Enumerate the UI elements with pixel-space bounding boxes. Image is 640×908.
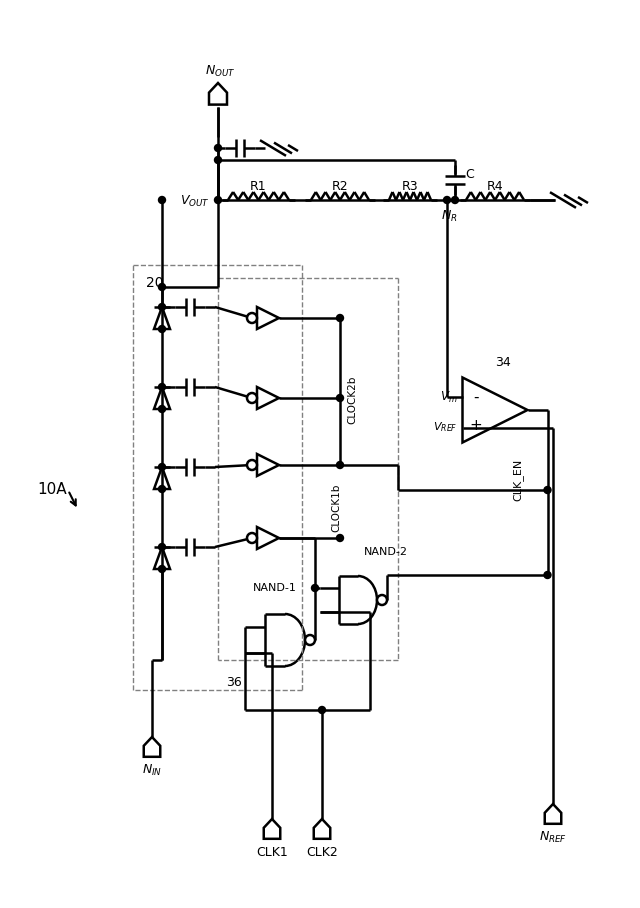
Circle shape [544,487,551,494]
Circle shape [337,394,344,401]
Text: CLOCK1b: CLOCK1b [331,484,341,532]
Circle shape [214,196,221,203]
Text: CLK2: CLK2 [306,845,338,858]
Text: $N_{IN}$: $N_{IN}$ [142,763,162,777]
Circle shape [159,406,166,412]
Text: CLK1: CLK1 [256,845,288,858]
Text: R3: R3 [402,180,419,192]
Circle shape [544,571,551,578]
Text: C: C [465,169,474,182]
Text: $N_{OUT}$: $N_{OUT}$ [205,64,236,79]
Text: CLOCK2b: CLOCK2b [347,376,357,424]
Circle shape [247,533,257,543]
Text: $V_m$: $V_m$ [440,390,458,405]
Circle shape [159,283,166,291]
Circle shape [444,196,451,203]
Circle shape [312,585,319,591]
Circle shape [305,635,315,645]
Circle shape [337,461,344,469]
Text: +: + [469,419,482,433]
Circle shape [214,144,221,152]
Circle shape [159,463,166,470]
Circle shape [337,535,344,541]
Circle shape [214,156,221,163]
Circle shape [159,486,166,492]
Text: 34: 34 [495,356,511,369]
Circle shape [159,325,166,332]
Circle shape [159,383,166,390]
Text: NAND-2: NAND-2 [364,547,408,557]
Text: $N_R$: $N_R$ [441,209,458,223]
Text: 20: 20 [147,276,164,290]
Text: $N_{REF}$: $N_{REF}$ [539,829,567,844]
Circle shape [319,706,326,714]
Circle shape [159,544,166,550]
Circle shape [159,303,166,311]
Text: R2: R2 [332,180,348,192]
Text: $V_{OUT}$: $V_{OUT}$ [180,193,210,209]
Circle shape [159,566,166,573]
Text: NAND-1: NAND-1 [253,583,297,593]
Text: $V_{REF}$: $V_{REF}$ [433,420,458,434]
Text: 36: 36 [226,676,242,688]
Circle shape [337,314,344,321]
Text: CLK_EN: CLK_EN [512,459,523,501]
Circle shape [159,196,166,203]
Circle shape [247,460,257,470]
Circle shape [451,196,458,203]
Circle shape [247,393,257,403]
Text: -: - [473,390,478,404]
Text: R4: R4 [486,180,503,192]
Text: R1: R1 [250,180,267,192]
Circle shape [247,313,257,323]
Text: 10A: 10A [37,482,67,498]
Circle shape [377,595,387,605]
